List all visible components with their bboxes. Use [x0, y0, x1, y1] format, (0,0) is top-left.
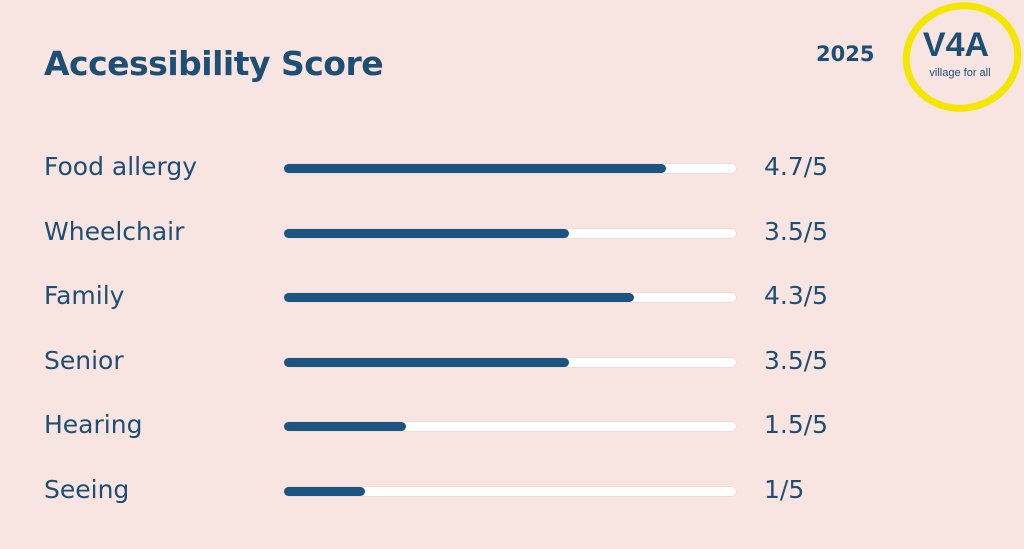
v4a-logo: V4A village for all — [902, 2, 1022, 112]
score-row: Senior 3.5/5 — [0, 345, 1024, 385]
year-label: 2025 — [816, 42, 875, 66]
score-row: Wheelchair 3.5/5 — [0, 216, 1024, 256]
bar-fill — [284, 486, 366, 496]
score-row: Food allergy 4.7/5 — [0, 151, 1024, 191]
bar-fill — [284, 422, 407, 431]
category-label: Wheelchair — [44, 216, 185, 246]
bar-fill — [284, 293, 634, 302]
score-row: Hearing 1.5/5 — [0, 409, 1024, 449]
value-label: 4.7/5 — [764, 152, 829, 181]
chart-title: Accessibility Score — [44, 44, 384, 83]
logo-text: V4A — [923, 26, 989, 64]
category-label: Family — [44, 281, 125, 310]
score-row: Seeing 1/5 — [0, 474, 1024, 514]
bar-track — [284, 293, 736, 302]
bar-track — [284, 357, 736, 367]
bar-track — [284, 164, 736, 173]
bar-track — [284, 228, 736, 238]
bar-track — [284, 486, 736, 496]
category-label: Seeing — [44, 474, 130, 504]
value-label: 1/5 — [764, 474, 805, 504]
bar-fill — [284, 357, 569, 367]
value-label: 1.5/5 — [764, 410, 829, 439]
value-label: 3.5/5 — [764, 216, 829, 246]
logo-tagline: village for all — [929, 67, 990, 79]
category-label: Food allergy — [44, 152, 197, 181]
score-row: Family 4.3/5 — [0, 280, 1024, 320]
bar-track — [284, 422, 736, 431]
bar-fill — [284, 228, 569, 238]
value-label: 4.3/5 — [764, 281, 829, 310]
category-label: Senior — [44, 345, 124, 375]
category-label: Hearing — [44, 410, 143, 439]
value-label: 3.5/5 — [764, 345, 829, 375]
bar-fill — [284, 164, 667, 173]
